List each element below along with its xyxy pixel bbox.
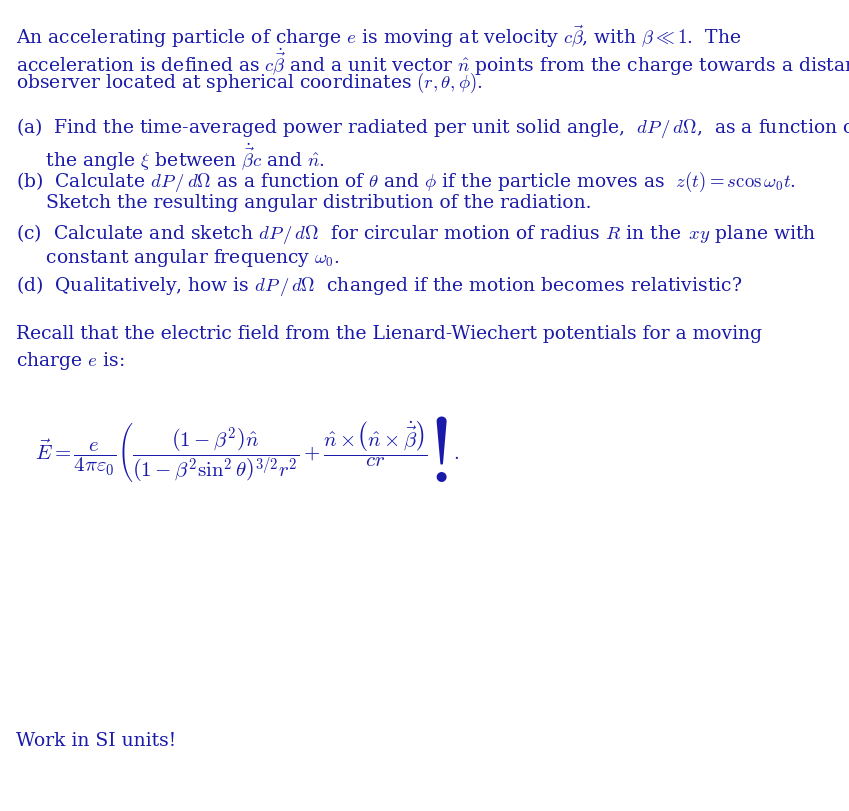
- Text: charge $e$ is:: charge $e$ is:: [15, 350, 124, 372]
- Text: (a)  Find the time-averaged power radiated per unit solid angle,  $dP\,/\,d\Omeg: (a) Find the time-averaged power radiate…: [15, 115, 849, 139]
- Text: Sketch the resulting angular distribution of the radiation.: Sketch the resulting angular distributio…: [15, 195, 591, 212]
- Text: (b)  Calculate $dP\,/\,d\Omega$ as a function of $\theta$ and $\phi$ if the part: (b) Calculate $dP\,/\,d\Omega$ as a func…: [15, 169, 796, 194]
- Text: $\vec{E} = \dfrac{e}{4\pi\varepsilon_0}\left(\dfrac{\left(1-\beta^2\right)\hat{n: $\vec{E} = \dfrac{e}{4\pi\varepsilon_0}\…: [35, 414, 459, 483]
- Text: An accelerating particle of charge $e$ is moving at velocity $c\vec{\beta}$, wit: An accelerating particle of charge $e$ i…: [15, 23, 741, 49]
- Text: observer located at spherical coordinates $(r, \theta, \phi)$.: observer located at spherical coordinate…: [15, 71, 482, 96]
- Text: Recall that the electric field from the Lienard-Wiechert potentials for a moving: Recall that the electric field from the …: [15, 325, 762, 343]
- Text: (d)  Qualitatively, how is $dP\,/\,d\Omega$  changed if the motion becomes relat: (d) Qualitatively, how is $dP\,/\,d\Omeg…: [15, 274, 742, 298]
- Text: the angle $\xi$ between $\dot{\vec{\beta}}c$ and $\hat{n}$.: the angle $\xi$ between $\dot{\vec{\beta…: [15, 141, 324, 173]
- Text: acceleration is defined as $c\dot{\vec{\beta}}$ and a unit vector $\hat{n}$ poin: acceleration is defined as $c\dot{\vec{\…: [15, 47, 849, 79]
- Text: Work in SI units!: Work in SI units!: [15, 732, 176, 749]
- Text: (c)  Calculate and sketch $dP\,/\,d\Omega$  for circular motion of radius $R$ in: (c) Calculate and sketch $dP\,/\,d\Omega…: [15, 222, 816, 246]
- Text: constant angular frequency $\omega_0$.: constant angular frequency $\omega_0$.: [15, 247, 340, 268]
